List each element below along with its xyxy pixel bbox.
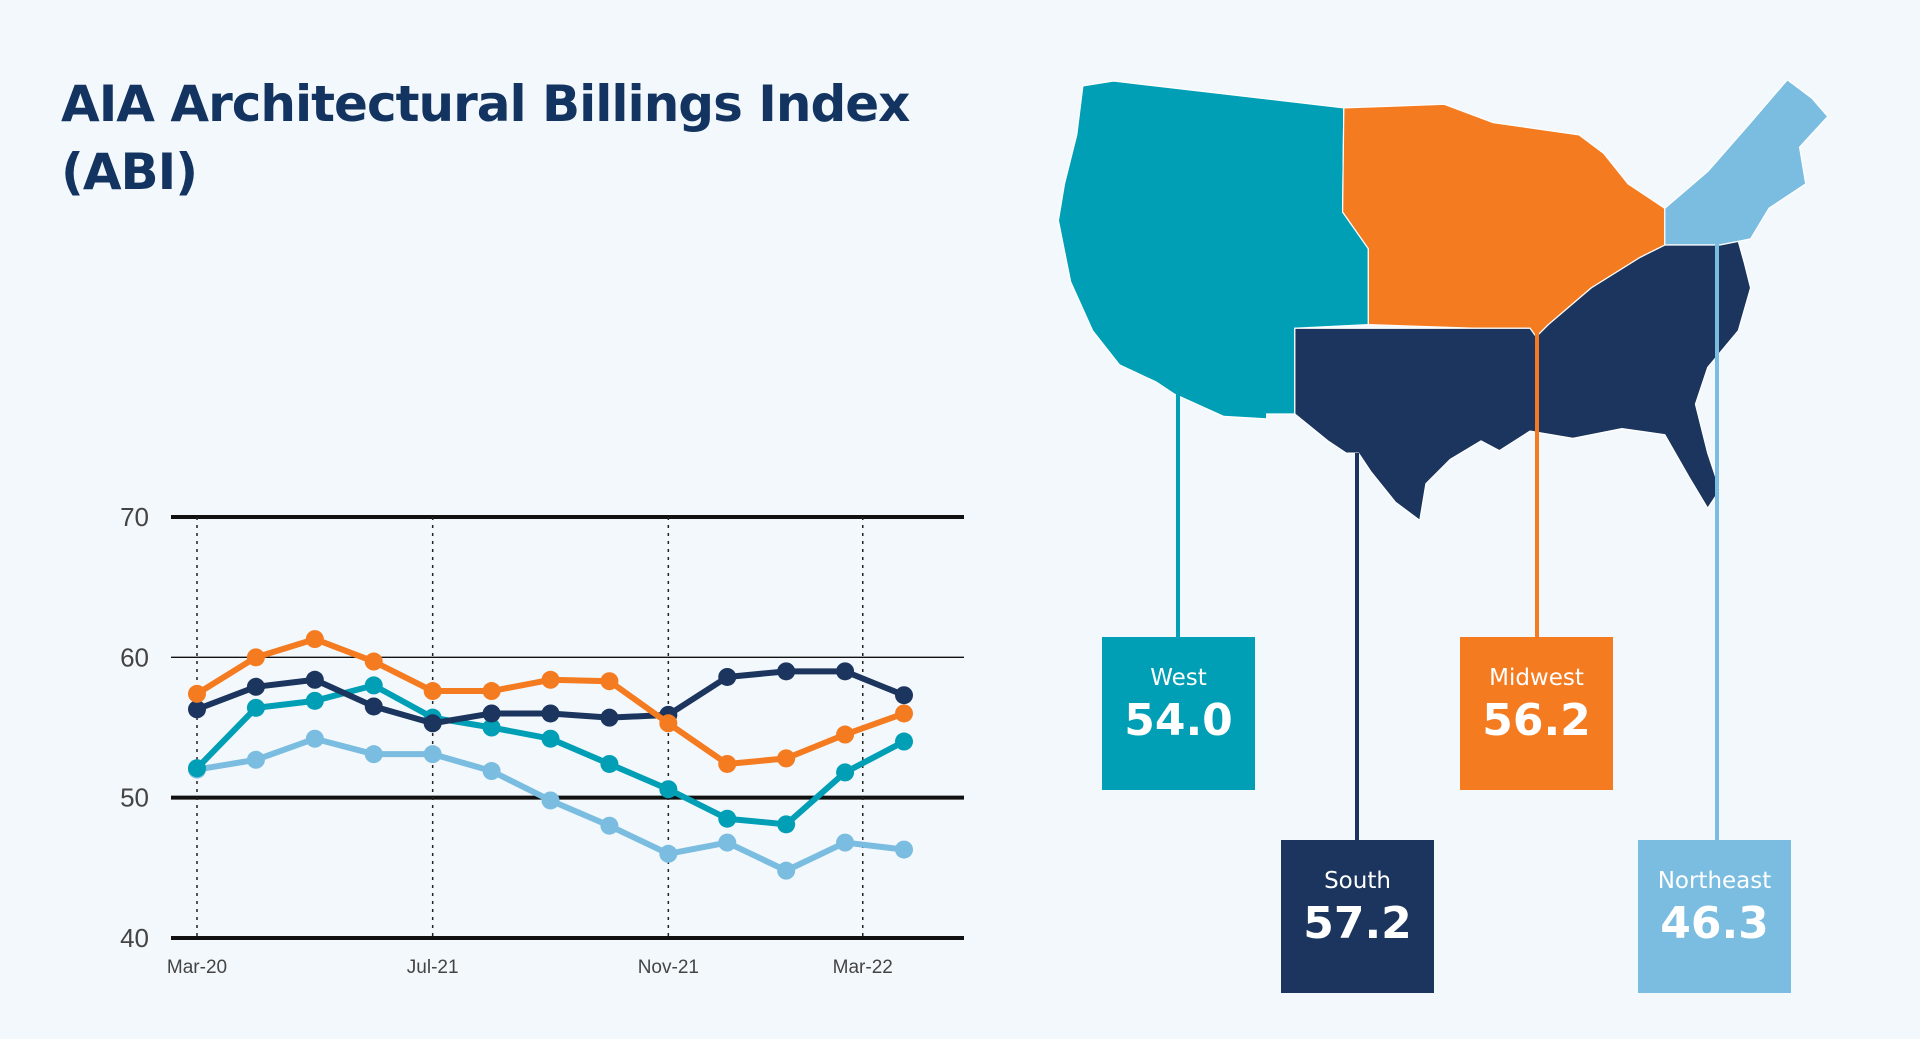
y-tick-label: 40 <box>120 923 149 953</box>
data-point-south <box>188 700 206 719</box>
data-point-south <box>895 686 913 705</box>
data-point-northeast <box>305 729 324 748</box>
region-label: West <box>1150 665 1207 691</box>
data-point-midwest <box>895 704 913 723</box>
data-point-midwest <box>777 749 796 768</box>
data-point-midwest <box>246 648 265 667</box>
data-point-northeast <box>718 833 737 852</box>
data-point-south <box>482 704 501 723</box>
data-point-south <box>423 714 442 733</box>
region-value: 46.3 <box>1660 898 1769 949</box>
y-tick-label: 70 <box>120 502 149 532</box>
south-value-box: South 57.2 <box>1281 840 1434 993</box>
x-tick-label: Mar-22 <box>833 957 893 978</box>
region-label: Northeast <box>1657 868 1772 894</box>
data-point-northeast <box>364 745 383 764</box>
northeast-leader-line <box>1715 239 1719 841</box>
x-tick-label: Jul-21 <box>407 957 459 978</box>
data-point-south <box>836 662 855 681</box>
data-point-west <box>600 754 619 773</box>
map-region-northeast <box>1664 79 1829 246</box>
region-value: 56.2 <box>1482 695 1591 746</box>
data-point-northeast <box>895 840 913 859</box>
data-point-northeast <box>541 791 560 810</box>
west-value-box: West 54.0 <box>1102 637 1255 790</box>
data-point-midwest <box>600 672 619 691</box>
data-point-west <box>482 718 501 737</box>
us-regions-map <box>1057 79 1829 522</box>
line-chart: 40 50 60 70 Mar-20 Jul-21 Nov-21 Mar-22 <box>120 502 964 978</box>
data-point-west <box>895 732 913 751</box>
data-point-west <box>188 759 206 778</box>
data-point-northeast <box>836 833 855 852</box>
data-point-south <box>718 667 737 686</box>
data-point-northeast <box>423 745 442 764</box>
data-point-midwest <box>659 714 678 733</box>
region-value: 57.2 <box>1303 898 1412 949</box>
south-leader-line <box>1355 453 1359 841</box>
data-point-midwest <box>423 682 442 701</box>
data-point-west <box>364 676 383 695</box>
data-point-west <box>777 815 796 834</box>
x-tick-label: Mar-20 <box>167 957 227 978</box>
midwest-leader-line <box>1535 325 1539 638</box>
x-tick-label: Nov-21 <box>638 957 699 978</box>
data-point-south <box>305 670 324 689</box>
y-tick-label: 60 <box>120 642 149 672</box>
data-point-midwest <box>836 725 855 744</box>
data-point-west <box>305 691 324 710</box>
data-point-midwest <box>364 652 383 671</box>
data-point-northeast <box>659 844 678 863</box>
data-point-midwest <box>188 684 206 703</box>
y-tick-label: 50 <box>120 783 149 813</box>
data-point-west <box>718 809 737 828</box>
data-point-west <box>659 780 678 799</box>
data-point-northeast <box>600 816 619 835</box>
data-point-northeast <box>777 861 796 880</box>
data-point-west <box>836 763 855 782</box>
midwest-value-box: Midwest 56.2 <box>1460 637 1613 790</box>
region-label: Midwest <box>1489 665 1584 691</box>
map-region-south <box>1294 240 1752 522</box>
data-point-west <box>246 698 265 717</box>
data-point-northeast <box>482 762 501 781</box>
region-label: South <box>1324 868 1391 894</box>
data-point-south <box>364 697 383 716</box>
data-point-south <box>246 677 265 696</box>
data-point-midwest <box>541 670 560 689</box>
west-leader-line <box>1176 392 1180 638</box>
data-point-midwest <box>718 754 737 773</box>
data-point-northeast <box>246 750 265 769</box>
data-point-west <box>541 729 560 748</box>
page-title: AIA Architectural Billings Index (ABI) <box>61 75 910 201</box>
data-point-south <box>777 662 796 681</box>
region-value: 54.0 <box>1124 695 1233 746</box>
data-point-south <box>600 708 619 727</box>
data-point-south <box>541 704 560 723</box>
data-point-midwest <box>482 682 501 701</box>
data-point-midwest <box>305 630 324 649</box>
northeast-value-box: Northeast 46.3 <box>1638 840 1791 993</box>
